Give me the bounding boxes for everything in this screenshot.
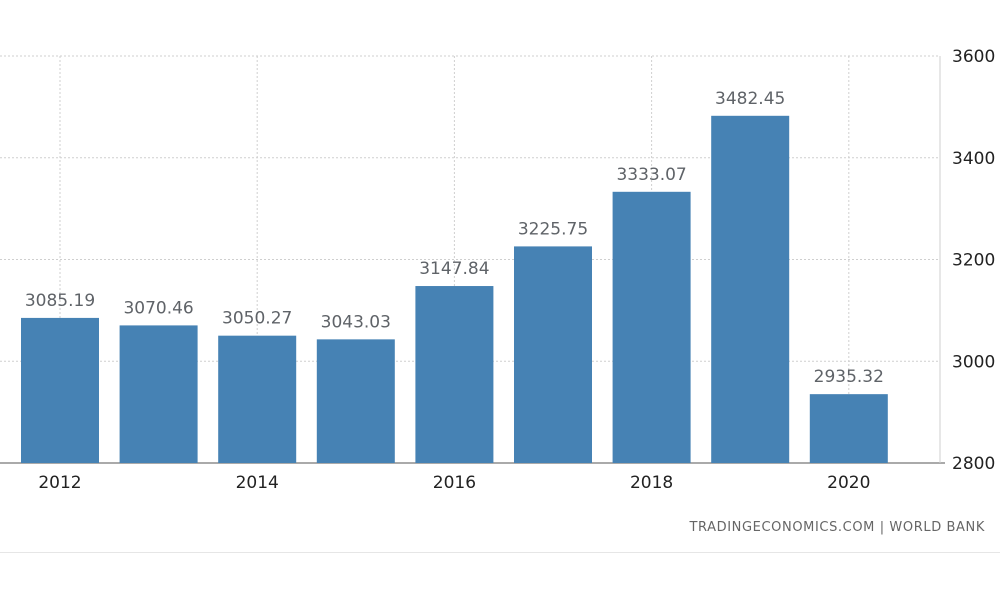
- y-tick-3400: 3400: [952, 149, 995, 169]
- x-tick-2012: 2012: [38, 473, 81, 493]
- y-tick-3600: 3600: [952, 47, 995, 67]
- bar-2020: [809, 394, 888, 463]
- x-tick-2020: 2020: [827, 473, 870, 493]
- x-tick-2014: 2014: [236, 473, 279, 493]
- x-tick-2016: 2016: [433, 473, 476, 493]
- source-attribution: TRADINGECONOMICS.COM | WORLD BANK: [689, 520, 985, 535]
- data-label-2016: 3147.84: [419, 259, 489, 279]
- data-label-2013: 3070.46: [123, 298, 193, 318]
- data-label-2020: 2935.32: [814, 367, 884, 387]
- data-label-2015: 3043.03: [321, 312, 391, 332]
- data-label-2017: 3225.75: [518, 219, 588, 239]
- data-label-2014: 3050.27: [222, 309, 292, 329]
- x-axis-ticks: 2012 2014 2016 2018 2020: [38, 473, 870, 493]
- data-label-2018: 3333.07: [616, 165, 686, 185]
- x-tick-2018: 2018: [630, 473, 673, 493]
- bar-2019: [711, 115, 790, 464]
- bar-2017: [514, 246, 592, 463]
- data-labels: 3085.19 3070.46 3050.27 3043.03 3147.84 3225.…: [25, 89, 884, 387]
- bars: [21, 115, 888, 464]
- y-tick-3000: 3000: [952, 352, 995, 372]
- y-tick-3200: 3200: [952, 251, 995, 271]
- data-label-2019: 3482.45: [715, 89, 785, 109]
- bar-2014: [218, 335, 297, 463]
- bar-2018: [612, 191, 691, 463]
- bar-2012: [21, 317, 99, 463]
- bar-2016: [415, 286, 494, 463]
- y-axis-ticks: 2800 3000 3200 3400 3600: [952, 47, 995, 474]
- bottom-divider: [0, 552, 1000, 553]
- data-label-2012: 3085.19: [25, 291, 95, 311]
- y-tick-2800: 2800: [952, 454, 995, 474]
- bar-2015: [316, 339, 395, 463]
- bar-2013: [119, 325, 198, 463]
